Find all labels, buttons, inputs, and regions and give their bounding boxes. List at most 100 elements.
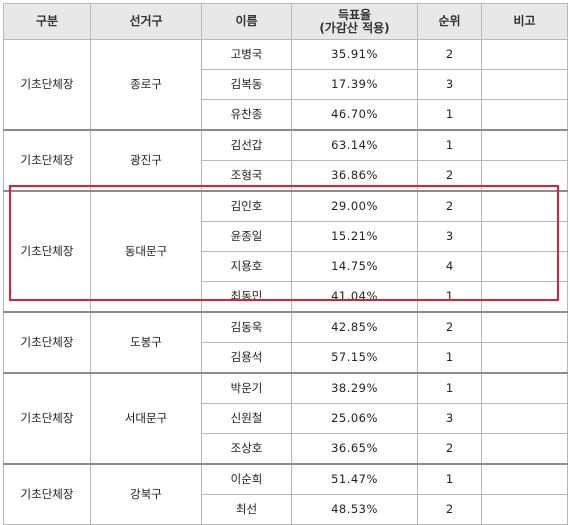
rank-cell: 3 — [417, 69, 482, 100]
header-note: 비고 — [481, 3, 568, 40]
note-cell — [481, 372, 568, 404]
vote-rate-cell: 46.70% — [291, 99, 418, 131]
vote-rate-cell: 14.75% — [291, 251, 418, 282]
rank-cell: 1 — [417, 129, 482, 161]
note-cell — [481, 221, 568, 252]
note-cell — [481, 99, 568, 131]
category-cell: 기초단체장 — [3, 129, 91, 192]
rank-cell: 1 — [417, 281, 482, 313]
note-cell — [481, 69, 568, 100]
table-row: 기초단체장 종로구 고병국 35.91% 2 — [3, 39, 568, 131]
name-cell: 지용호 — [201, 251, 292, 282]
rank-cell: 1 — [417, 372, 482, 404]
vote-rate-cell: 17.39% — [291, 69, 418, 100]
note-cell — [481, 190, 568, 222]
district-cell: 동대문구 — [90, 190, 202, 313]
category-cell: 기초단체장 — [3, 372, 91, 465]
table-body: 기초단체장 종로구 고병국 35.91% 2 김복동 17.39% 3 유찬종 46.70% 1 기초… — [3, 39, 568, 525]
header-vote-rate-line2: (가감산 적용) — [319, 20, 390, 35]
vote-rate-cell: 15.21% — [291, 221, 418, 252]
table-row: 신원철 25.06% 3 — [4, 403, 568, 434]
vote-rate-cell: 25.06% — [291, 403, 418, 434]
vote-rate-cell: 51.47% — [291, 463, 418, 495]
note-cell — [481, 129, 568, 161]
rank-cell: 2 — [417, 311, 482, 343]
rank-cell: 1 — [417, 342, 482, 374]
table-row: 기초단체장 도봉구 김동욱 42.85% 2 — [3, 311, 568, 374]
header-rank: 순위 — [417, 3, 482, 40]
vote-rate-cell: 48.53% — [291, 494, 418, 525]
district-cell: 강북구 — [90, 463, 202, 525]
header-category: 구분 — [3, 3, 91, 40]
header-district: 선거구 — [90, 3, 202, 40]
vote-rate-cell: 57.15% — [291, 342, 418, 374]
table-row: 기초단체장 강북구 이순희 51.47% 1 — [3, 463, 568, 525]
table-row: 기초단체장 광진구 김선갑 63.14% 1 — [3, 129, 568, 192]
note-cell — [481, 311, 568, 343]
name-cell: 김동욱 — [201, 311, 292, 343]
rank-cell: 2 — [417, 39, 482, 70]
name-cell: 최동민 — [201, 281, 292, 313]
vote-rate-cell: 63.14% — [291, 129, 418, 161]
rank-cell: 2 — [417, 160, 482, 192]
rank-cell: 2 — [417, 433, 482, 465]
name-cell: 조형국 — [201, 160, 292, 192]
note-cell — [481, 403, 568, 434]
vote-rate-cell: 41.04% — [291, 281, 418, 313]
district-cell: 광진구 — [90, 129, 202, 192]
table-row: 기초단체장 동대문구 김인호 29.00% 2 — [3, 190, 568, 313]
name-cell: 윤종일 — [201, 221, 292, 252]
note-cell — [481, 160, 568, 192]
note-cell — [481, 342, 568, 374]
header-vote-rate: 득표율 (가감산 적용) — [291, 3, 418, 40]
name-cell: 김선갑 — [201, 129, 292, 161]
category-cell: 기초단체장 — [3, 311, 91, 374]
rank-cell: 3 — [417, 221, 482, 252]
table-row: 유찬종 46.70% 1 — [4, 99, 568, 131]
name-cell: 김복동 — [201, 69, 292, 100]
name-cell: 조상호 — [201, 433, 292, 465]
category-cell: 기초단체장 — [3, 463, 91, 525]
note-cell — [481, 494, 568, 525]
rank-cell: 1 — [417, 99, 482, 131]
category-cell: 기초단체장 — [3, 190, 91, 313]
note-cell — [481, 251, 568, 282]
name-cell: 김인호 — [201, 190, 292, 222]
vote-rate-cell: 38.29% — [291, 372, 418, 404]
name-cell: 최선 — [201, 494, 292, 525]
header-row: 구분 선거구 이름 득표율 (가감산 적용) 순위 비고 — [3, 3, 568, 40]
header-name: 이름 — [201, 3, 292, 40]
rank-cell: 2 — [417, 190, 482, 222]
results-table-container: 구분 선거구 이름 득표율 (가감산 적용) 순위 비고 기초단체장 종로구 고병국… — [3, 3, 568, 525]
district-cell: 서대문구 — [90, 372, 202, 465]
note-cell — [481, 39, 568, 70]
rank-cell: 2 — [417, 494, 482, 525]
vote-rate-cell: 35.91% — [291, 39, 418, 70]
note-cell — [481, 463, 568, 495]
name-cell: 유찬종 — [201, 99, 292, 131]
name-cell: 박운기 — [201, 372, 292, 404]
district-cell: 도봉구 — [90, 311, 202, 374]
table-row: 윤종일 15.21% 3 — [4, 221, 568, 252]
table-row: 조상호 36.65% 2 — [4, 433, 568, 465]
name-cell: 신원철 — [201, 403, 292, 434]
vote-rate-cell: 42.85% — [291, 311, 418, 343]
table-row: 최동민 41.04% 1 — [4, 281, 568, 313]
table-row: 기초단체장 서대문구 박운기 38.29% 1 — [3, 372, 568, 465]
name-cell: 이순희 — [201, 463, 292, 495]
vote-rate-cell: 36.86% — [291, 160, 418, 192]
rank-cell: 3 — [417, 403, 482, 434]
election-results-table: 구분 선거구 이름 득표율 (가감산 적용) 순위 비고 기초단체장 종로구 고병국… — [3, 3, 568, 525]
note-cell — [481, 281, 568, 313]
district-cell: 종로구 — [90, 39, 202, 131]
header-vote-rate-line1: 득표율 — [337, 7, 372, 22]
name-cell: 김용석 — [201, 342, 292, 374]
rank-cell: 4 — [417, 251, 482, 282]
note-cell — [481, 433, 568, 465]
table-row: 지용호 14.75% 4 — [4, 251, 568, 282]
category-cell: 기초단체장 — [3, 39, 91, 131]
vote-rate-cell: 36.65% — [291, 433, 418, 465]
table-row: 김복동 17.39% 3 — [4, 69, 568, 100]
rank-cell: 1 — [417, 463, 482, 495]
vote-rate-cell: 29.00% — [291, 190, 418, 222]
